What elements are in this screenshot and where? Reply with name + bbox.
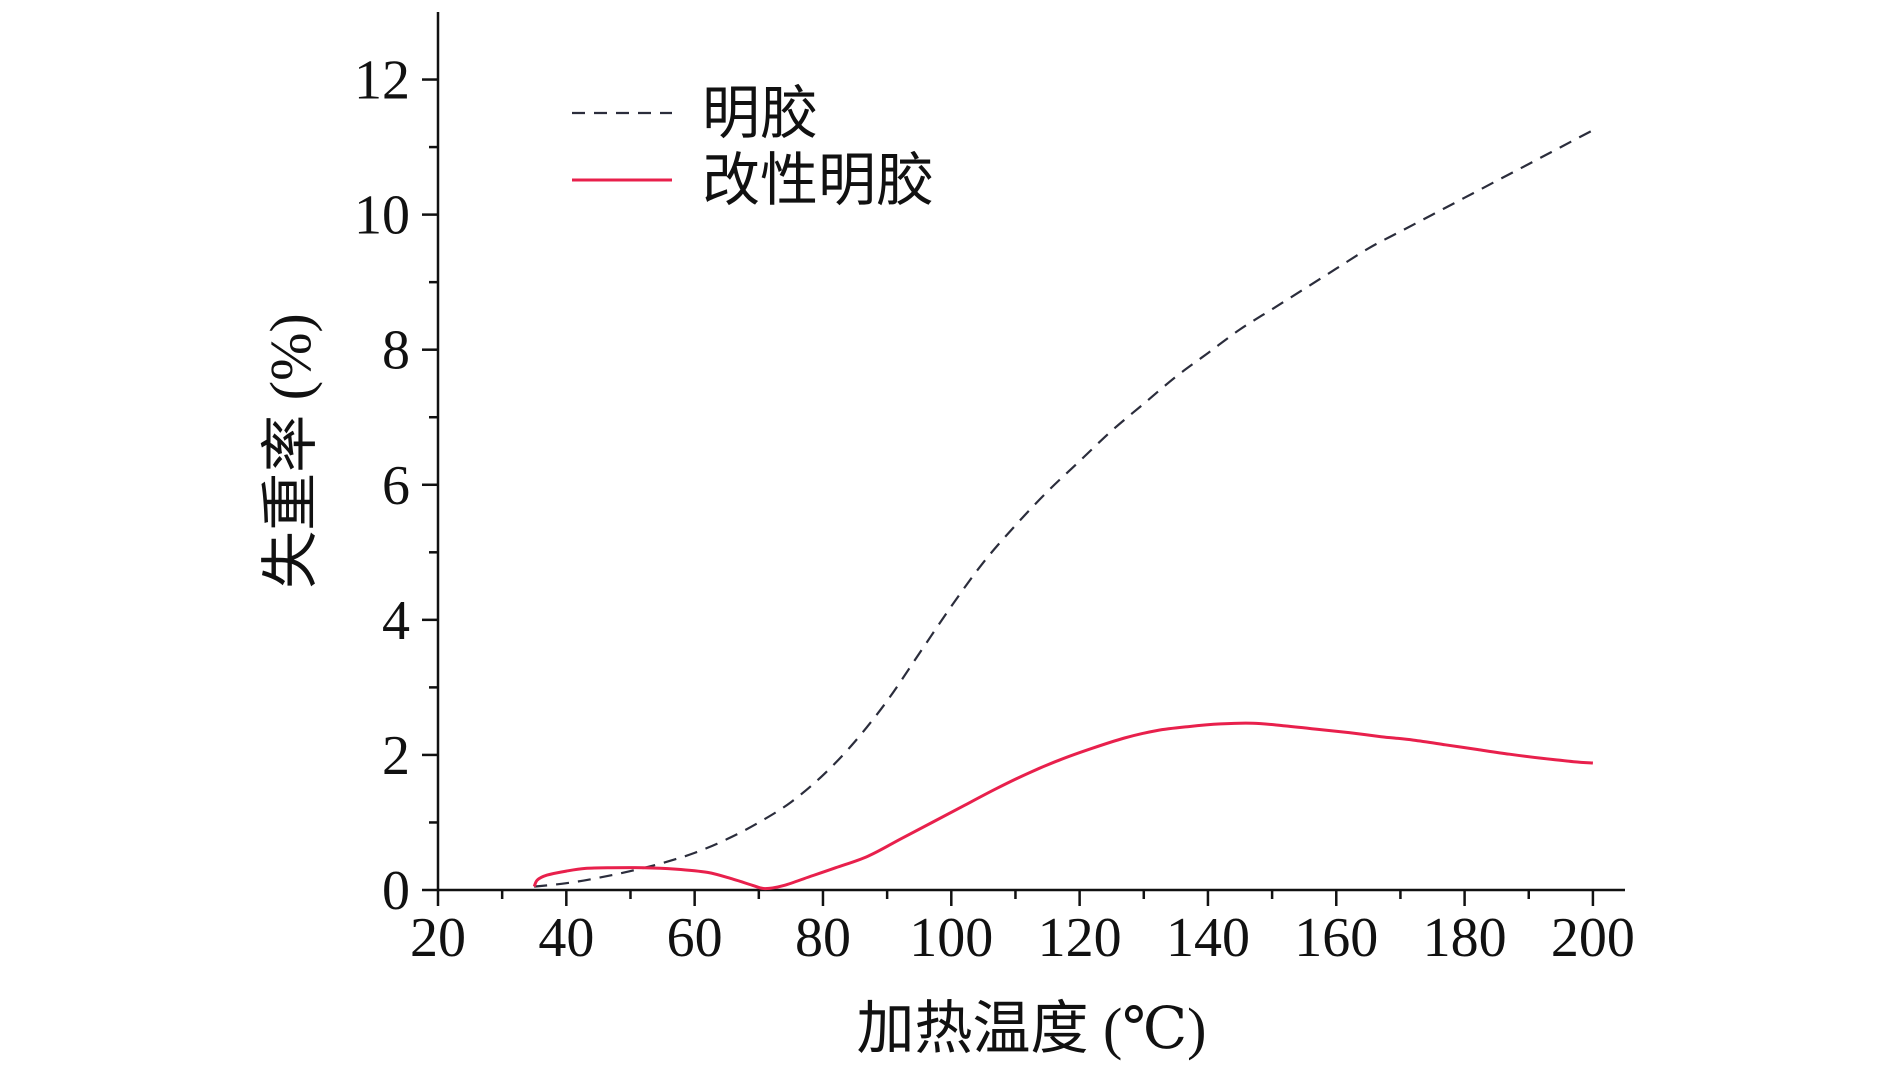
- series-layer: [532, 129, 1594, 891]
- series-line-1: [534, 129, 1594, 888]
- x-tick-label: 100: [909, 907, 993, 969]
- legend-label-2: 改性明胶: [702, 148, 934, 213]
- x-tick-label: 140: [1166, 907, 1250, 969]
- axes: 20 40 60 80 100 120 140 160 180 200 0 2 4 6 8 10 12: [354, 12, 1635, 969]
- y-tick-label: 10: [354, 185, 410, 247]
- y-tick-label: 8: [382, 320, 410, 382]
- x-axis-title: 加热温度 (℃): [856, 996, 1206, 1061]
- x-tick-label: 160: [1294, 907, 1378, 969]
- x-tick-label: 120: [1038, 907, 1122, 969]
- x-tick-label: 180: [1423, 907, 1507, 969]
- legend-label-1: 明胶: [702, 81, 818, 146]
- y-tick-label: 6: [382, 455, 410, 517]
- x-tick-label: 20: [410, 907, 466, 969]
- series-line-2: [532, 721, 1593, 891]
- y-tick-label: 12: [354, 50, 410, 112]
- x-tick-label: 40: [538, 907, 594, 969]
- x-tick-label: 200: [1551, 907, 1635, 969]
- y-tick-label: 0: [382, 860, 410, 922]
- x-tick-label: 80: [795, 907, 851, 969]
- y-tick-label: 2: [382, 725, 410, 787]
- y-axis-title: 失重率 (%): [258, 313, 323, 588]
- y-tick-label: 4: [382, 590, 410, 652]
- x-tick-label: 60: [667, 907, 723, 969]
